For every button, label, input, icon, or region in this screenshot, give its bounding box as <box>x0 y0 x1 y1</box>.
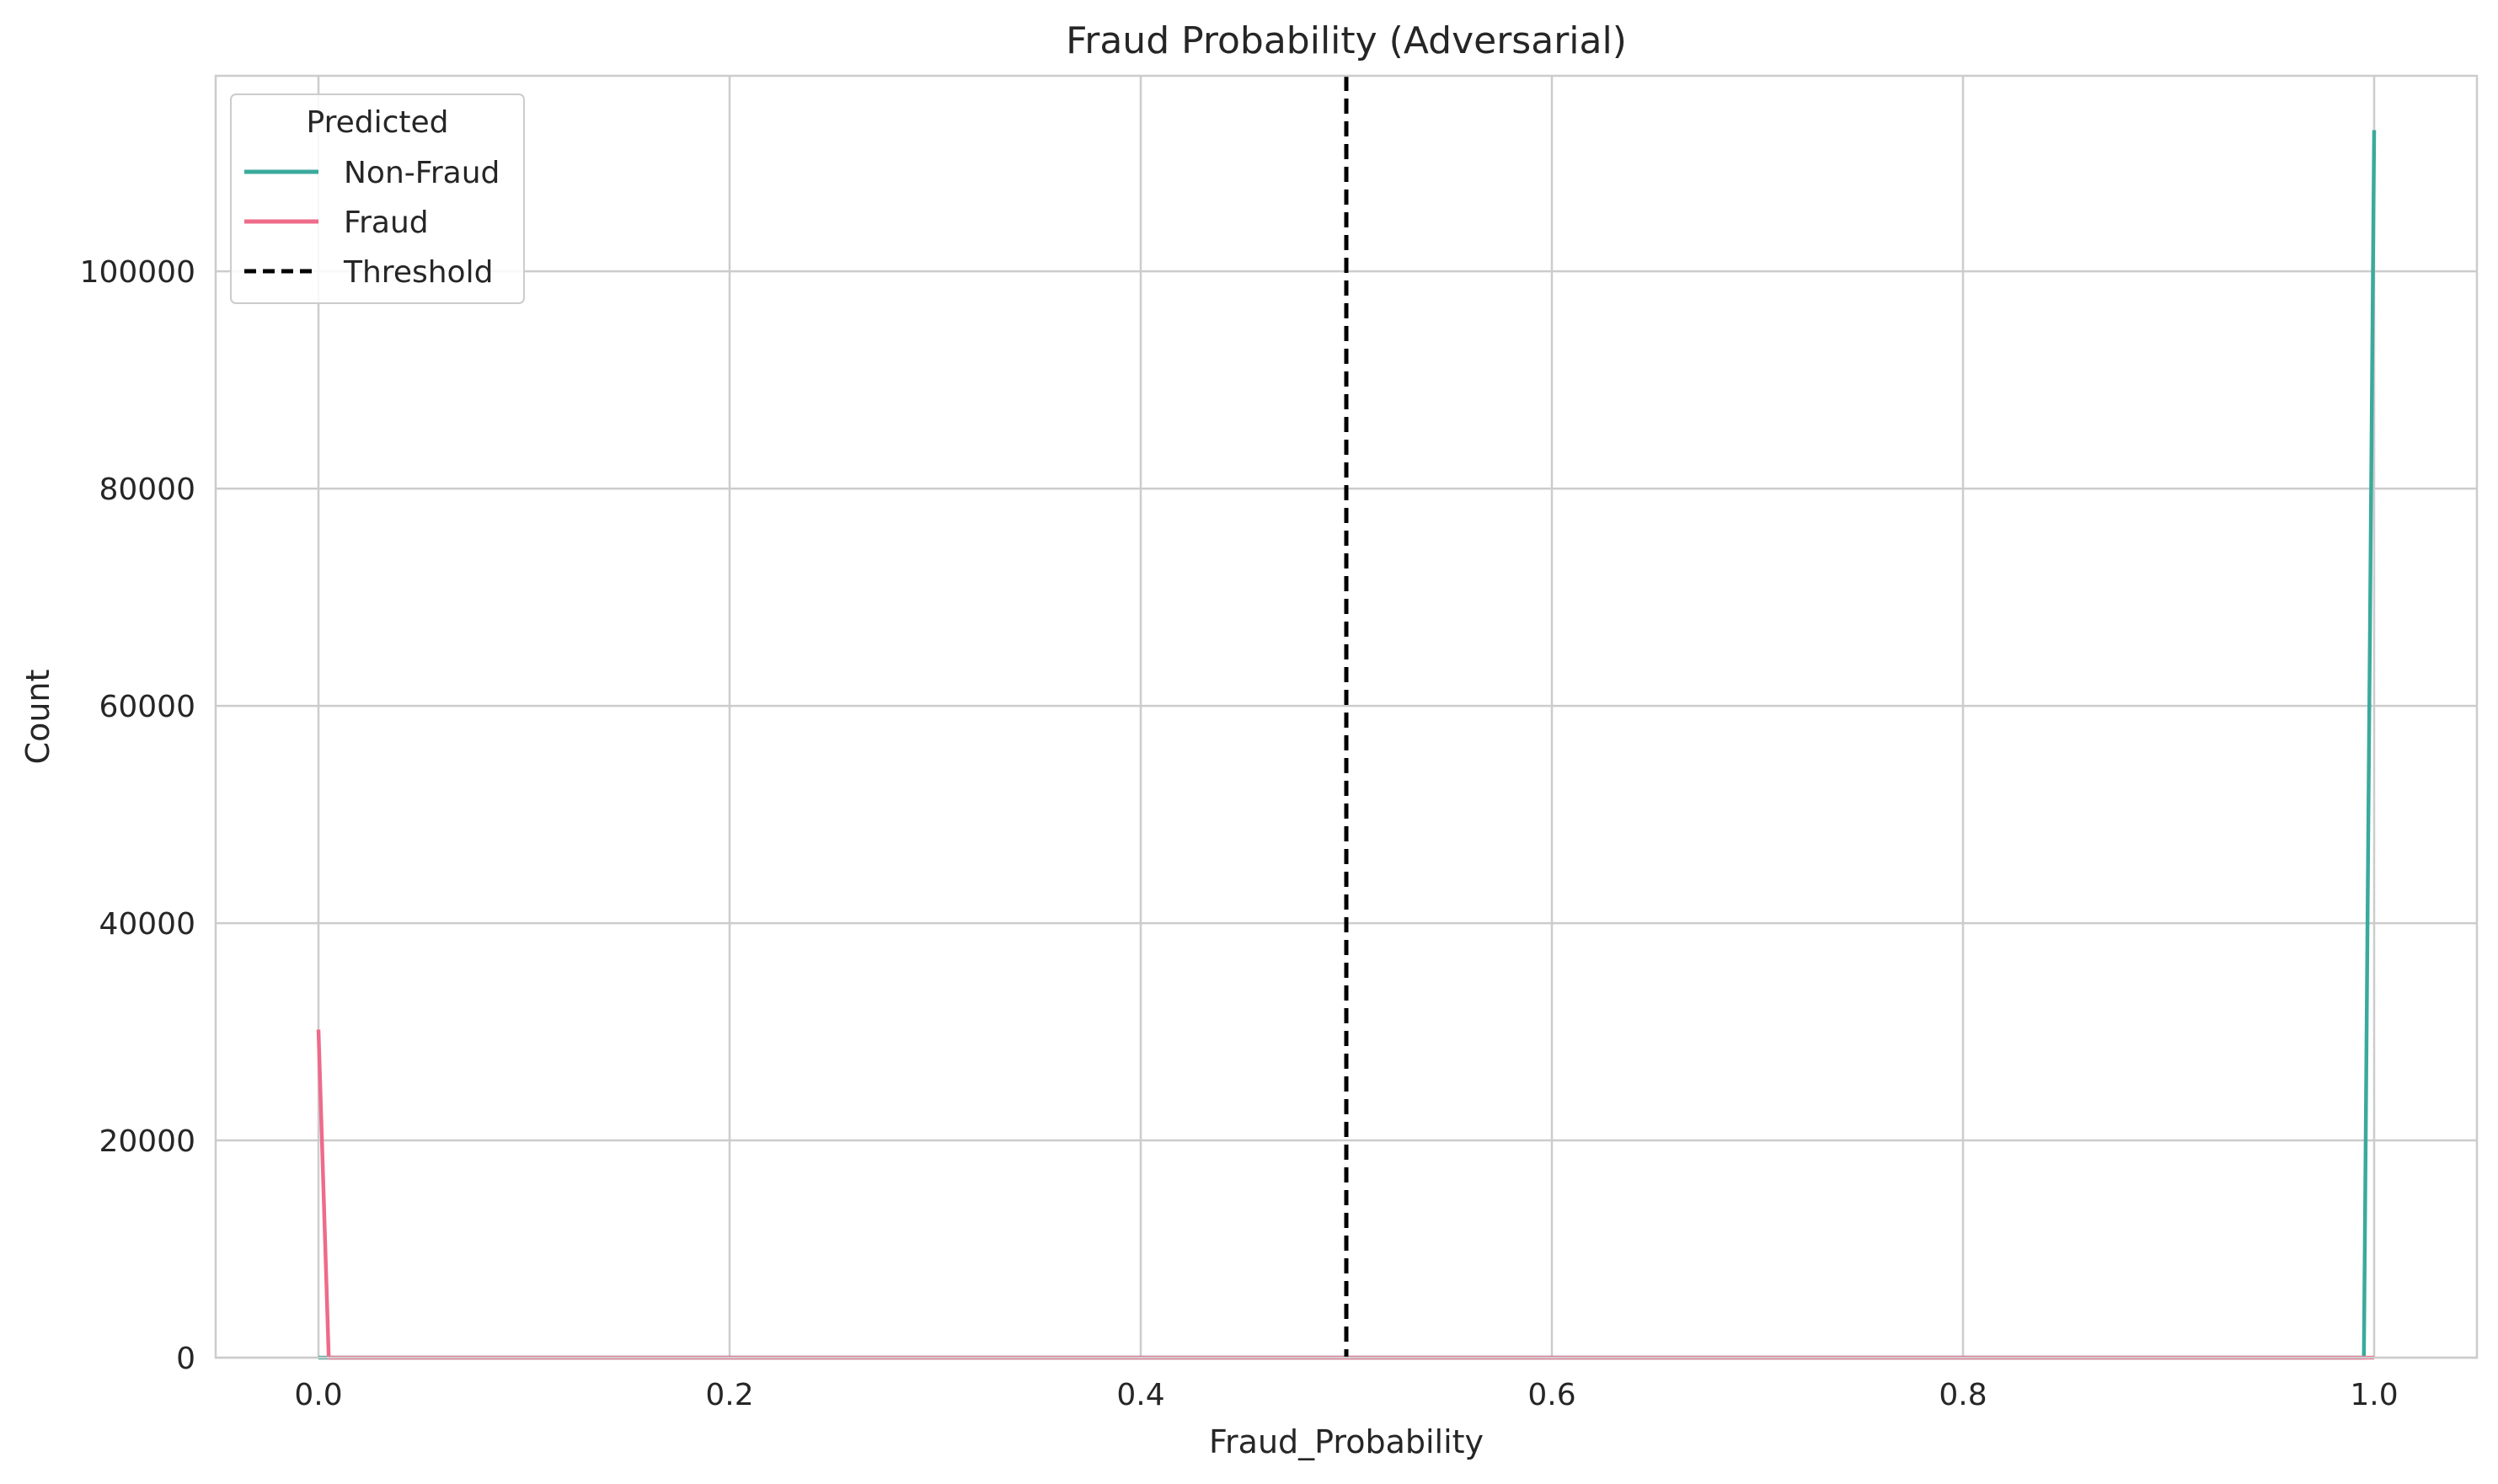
legend-label: Threshold <box>343 255 493 290</box>
plot-frame <box>214 74 2479 1359</box>
chart-title: Fraud Probability (Adversarial) <box>1066 19 1627 62</box>
y-axis-label: Count <box>19 670 56 765</box>
legend-box <box>230 93 525 304</box>
x-tick-label: 1.0 <box>2350 1378 2398 1412</box>
legend: Predicted Non-Fraud Fraud Threshold <box>230 93 525 304</box>
y-tick-label: 60000 <box>99 690 195 724</box>
y-tick-label: 0 <box>176 1342 195 1376</box>
y-tick-labels: 0 20000 40000 60000 80000 100000 <box>80 255 195 1376</box>
legend-label: Non-Fraud <box>344 156 500 190</box>
x-axis-label: Fraud_Probability <box>1209 1423 1484 1460</box>
x-tick-label: 0.6 <box>1527 1378 1575 1412</box>
legend-label: Fraud <box>344 206 429 240</box>
x-tick-label: 0.4 <box>1116 1378 1164 1412</box>
legend-entries: Non-Fraud Fraud Threshold <box>244 156 500 290</box>
y-tick-label: 40000 <box>99 907 195 942</box>
x-tick-labels: 0.0 0.2 0.4 0.6 0.8 1.0 <box>294 1378 2398 1412</box>
y-tick-label: 20000 <box>99 1124 195 1159</box>
x-tick-label: 0.0 <box>294 1378 342 1412</box>
legend-title: Predicted <box>307 105 449 140</box>
y-tick-label: 80000 <box>99 472 195 507</box>
y-tick-label: 100000 <box>80 255 195 290</box>
x-tick-label: 0.2 <box>705 1378 753 1412</box>
x-tick-label: 0.8 <box>1939 1378 1987 1412</box>
